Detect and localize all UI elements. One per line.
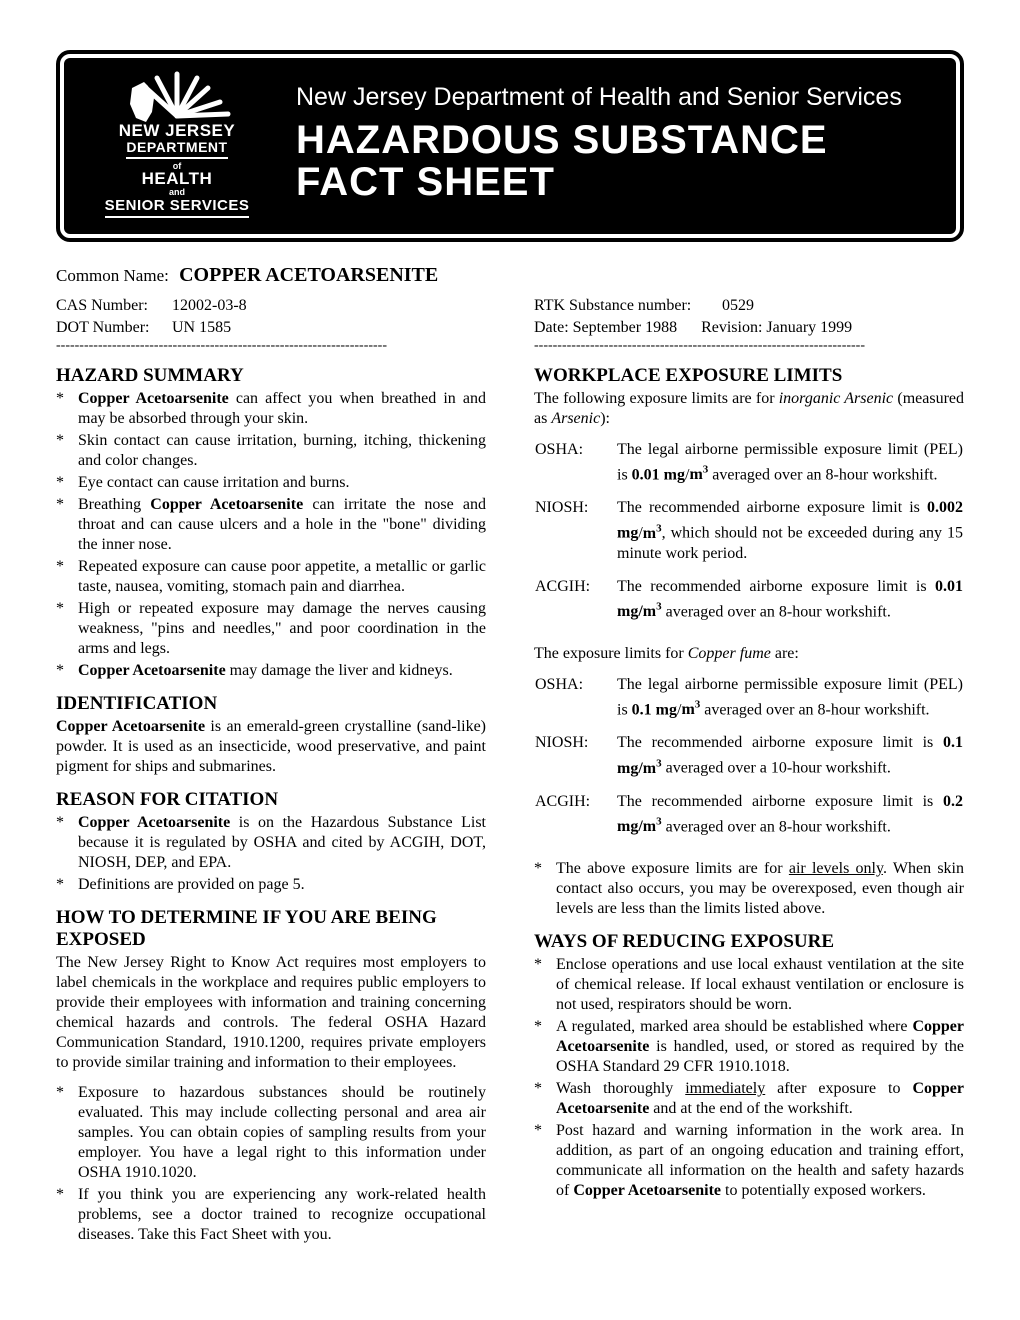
list-item: If you think you are experiencing any wo… — [56, 1185, 486, 1245]
limits-note-list: The above exposure limits are for air le… — [534, 859, 964, 919]
list-item: The above exposure limits are for air le… — [534, 859, 964, 919]
limit-row: OSHA:The legal airborne permissible expo… — [534, 439, 964, 497]
left-column: CAS Number: 12002-03-8 DOT Number: UN 15… — [56, 295, 486, 1255]
limit-agency: NIOSH: — [534, 732, 616, 790]
reducing-heading: WAYS OF REDUCING EXPOSURE — [534, 931, 964, 953]
limits-intro: The following exposure limits are for in… — [534, 389, 964, 429]
list-item: Post hazard and warning information in t… — [534, 1121, 964, 1201]
limit-row: ACGIH:The recommended airborne exposure … — [534, 576, 964, 634]
header-banner-inner: NEW JERSEY DEPARTMENT of HEALTH and SENI… — [64, 58, 956, 234]
logo-line-health: HEALTH — [82, 170, 272, 188]
limit-text: The recommended airborne exposure limit … — [616, 497, 964, 575]
list-item: Repeated exposure can cause poor appetit… — [56, 557, 486, 597]
banner-titles: New Jersey Department of Health and Seni… — [296, 83, 938, 203]
list-item: Skin contact can cause irritation, burni… — [56, 431, 486, 471]
reason-heading: REASON FOR CITATION — [56, 789, 486, 811]
rtk-row: RTK Substance number: 0529 — [534, 295, 964, 317]
date-row: Date: September 1988 Revision: January 1… — [534, 317, 964, 339]
title-line-2: FACT SHEET — [296, 161, 938, 203]
identification-text: Copper Acetoarsenite is an emerald-green… — [56, 717, 486, 777]
determine-heading: HOW TO DETERMINE IF YOU ARE BEING EXPOSE… — [56, 907, 486, 951]
right-column: RTK Substance number: 0529 Date: Septemb… — [534, 295, 964, 1255]
list-item: Definitions are provided on page 5. — [56, 875, 486, 895]
logo-text: NEW JERSEY DEPARTMENT of HEALTH and SENI… — [82, 122, 272, 218]
limit-agency: OSHA: — [534, 439, 616, 497]
sunburst-nj-icon — [112, 68, 242, 124]
limit-row: ACGIH:The recommended airborne exposure … — [534, 791, 964, 849]
logo-line-senior: SENIOR SERVICES — [105, 198, 250, 218]
common-name-label: Common Name: — [56, 266, 169, 285]
revision-label: Revision: — [701, 319, 762, 336]
cas-value: 12002-03-8 — [172, 297, 247, 314]
limit-agency: ACGIH: — [534, 576, 616, 634]
limit-agency: NIOSH: — [534, 497, 616, 575]
right-rule: ----------------------------------------… — [534, 341, 964, 351]
list-item: Exposure to hazardous substances should … — [56, 1083, 486, 1183]
dot-label: DOT Number: — [56, 317, 168, 339]
fact-sheet-page: NEW JERSEY DEPARTMENT of HEALTH and SENI… — [0, 0, 1020, 1320]
list-item: Copper Acetoarsenite can affect you when… — [56, 389, 486, 429]
limit-row: OSHA:The legal airborne permissible expo… — [534, 674, 964, 732]
list-item: High or repeated exposure may damage the… — [56, 599, 486, 659]
limit-row: NIOSH:The recommended airborne exposure … — [534, 732, 964, 790]
limit-text: The legal airborne permissible exposure … — [616, 674, 964, 732]
identification-heading: IDENTIFICATION — [56, 693, 486, 715]
logo-line-dept: DEPARTMENT — [126, 140, 227, 159]
list-item: Eye contact can cause irritation and bur… — [56, 473, 486, 493]
hazard-summary-heading: HAZARD SUMMARY — [56, 365, 486, 387]
logo-line-state: NEW JERSEY — [82, 122, 272, 139]
left-rule: ----------------------------------------… — [56, 341, 486, 351]
rtk-label: RTK Substance number: — [534, 295, 718, 317]
copper-intro: The exposure limits for Copper fume are: — [534, 644, 964, 664]
limit-text: The recommended airborne exposure limit … — [616, 576, 964, 634]
agency-logo: NEW JERSEY DEPARTMENT of HEALTH and SENI… — [82, 68, 272, 218]
body-columns: CAS Number: 12002-03-8 DOT Number: UN 15… — [56, 295, 964, 1255]
dot-row: DOT Number: UN 1585 — [56, 317, 486, 339]
header-banner: NEW JERSEY DEPARTMENT of HEALTH and SENI… — [56, 50, 964, 242]
limit-text: The recommended airborne exposure limit … — [616, 732, 964, 790]
list-item: Copper Acetoarsenite is on the Hazardous… — [56, 813, 486, 873]
list-item: A regulated, marked area should be estab… — [534, 1017, 964, 1077]
limit-text: The legal airborne permissible exposure … — [616, 439, 964, 497]
revision-value: January 1999 — [766, 319, 852, 336]
logo-line-and: and — [82, 188, 272, 197]
list-item: Copper Acetoarsenite may damage the live… — [56, 661, 486, 681]
department-line: New Jersey Department of Health and Seni… — [296, 83, 938, 111]
list-item: Wash thoroughly immediately after exposu… — [534, 1079, 964, 1119]
limits-heading: WORKPLACE EXPOSURE LIMITS — [534, 365, 964, 387]
determine-list: Exposure to hazardous substances should … — [56, 1083, 486, 1245]
reason-list: Copper Acetoarsenite is on the Hazardous… — [56, 813, 486, 895]
common-name-value: COPPER ACETOARSENITE — [179, 264, 438, 286]
determine-intro: The New Jersey Right to Know Act require… — [56, 953, 486, 1073]
list-item: Enclose operations and use local exhaust… — [534, 955, 964, 1015]
date-label: Date: — [534, 319, 569, 336]
cas-label: CAS Number: — [56, 295, 168, 317]
common-name-row: Common Name: COPPER ACETOARSENITE — [56, 264, 964, 287]
title-line-1: HAZARDOUS SUBSTANCE — [296, 119, 938, 161]
list-item: Breathing Copper Acetoarsenite can irrit… — [56, 495, 486, 555]
arsenic-limits-table: OSHA:The legal airborne permissible expo… — [534, 439, 964, 634]
dot-value: UN 1585 — [172, 319, 231, 336]
hazard-summary-list: Copper Acetoarsenite can affect you when… — [56, 389, 486, 681]
limit-text: The recommended airborne exposure limit … — [616, 791, 964, 849]
limit-row: NIOSH:The recommended airborne exposure … — [534, 497, 964, 575]
limit-agency: OSHA: — [534, 674, 616, 732]
reducing-list: Enclose operations and use local exhaust… — [534, 955, 964, 1201]
date-value: September 1988 — [573, 319, 677, 336]
limit-agency: ACGIH: — [534, 791, 616, 849]
cas-row: CAS Number: 12002-03-8 — [56, 295, 486, 317]
copper-limits-table: OSHA:The legal airborne permissible expo… — [534, 674, 964, 849]
rtk-value: 0529 — [722, 297, 754, 314]
